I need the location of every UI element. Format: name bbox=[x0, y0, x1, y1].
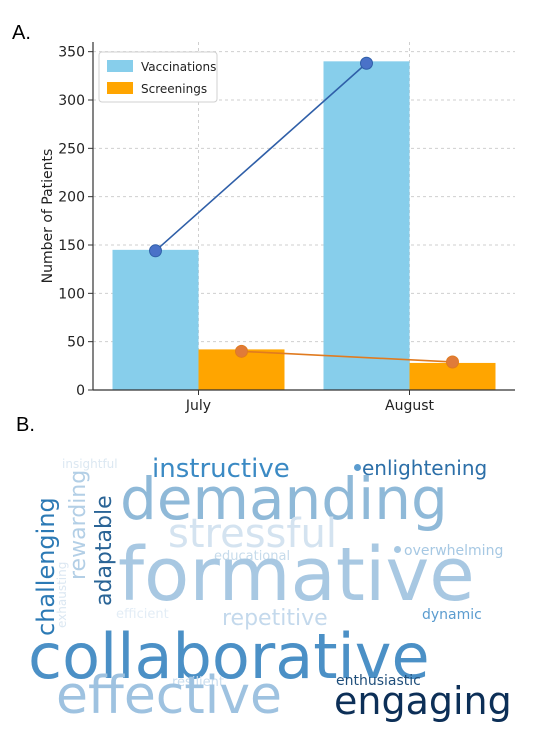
word-enlightening: enlightening bbox=[362, 456, 488, 480]
word-dynamic: dynamic bbox=[422, 607, 482, 623]
legend: Vaccinations Screenings bbox=[98, 51, 218, 103]
x-tick-label: August bbox=[385, 398, 435, 414]
trend-line-vaccinations bbox=[154, 62, 368, 252]
marker-screenings-july bbox=[235, 344, 248, 358]
word-cloud-dot bbox=[394, 546, 401, 553]
word-educational: educational bbox=[214, 549, 291, 564]
word-exhausting: exhausting bbox=[55, 561, 69, 628]
word-resilient: resilient bbox=[172, 675, 224, 690]
trend-line-screenings bbox=[241, 350, 453, 363]
word-insightful: insightful bbox=[62, 457, 118, 471]
bars bbox=[112, 61, 496, 390]
y-tick-label: 150 bbox=[58, 238, 85, 254]
panel-a-label: A. bbox=[12, 22, 31, 44]
legend-label: Screenings bbox=[141, 82, 207, 96]
legend-swatch bbox=[107, 82, 133, 94]
legend-label: Vaccinations bbox=[141, 60, 216, 74]
word-stressful: stressful bbox=[168, 511, 337, 557]
marker-screenings-august bbox=[446, 355, 459, 369]
word-demanding: demanding bbox=[120, 465, 448, 533]
marker-vaccinations-august bbox=[360, 56, 373, 70]
word-overwhelming: overwhelming bbox=[404, 543, 504, 559]
word-engaging: engaging bbox=[334, 679, 512, 723]
x-tick-label: July bbox=[185, 398, 211, 414]
axes: 0 50 100 150 200 250 300 350 July August Number of… bbox=[40, 42, 515, 414]
y-tick-label: 300 bbox=[58, 93, 85, 109]
panel-b-label: B. bbox=[16, 414, 35, 436]
word-effective: effective bbox=[56, 666, 283, 726]
y-tick-label: 100 bbox=[58, 286, 85, 302]
bar-vaccinations-august bbox=[323, 61, 410, 390]
word-efficient: efficient bbox=[116, 607, 169, 622]
y-tick-label: 200 bbox=[58, 190, 85, 206]
y-tick-label: 350 bbox=[58, 45, 85, 61]
word-rewarding: rewarding bbox=[66, 469, 91, 580]
y-tick-label: 250 bbox=[58, 141, 85, 157]
word-adaptable: adaptable bbox=[92, 495, 117, 606]
y-tick-label: 50 bbox=[67, 335, 85, 351]
word-repetitive: repetitive bbox=[222, 606, 328, 631]
word-instructive: instructive bbox=[152, 454, 290, 484]
legend-swatch bbox=[107, 60, 133, 72]
y-axis-label: Number of Patients bbox=[40, 149, 56, 284]
word-cloud-dot bbox=[354, 464, 361, 471]
word-formative: formative bbox=[118, 532, 475, 618]
word-collaborative: collaborative bbox=[28, 620, 430, 693]
trend-lines bbox=[149, 56, 459, 369]
word-cloud: insightful instructive enlightening demandi… bbox=[0, 440, 550, 740]
word-enthusiastic: enthusiastic bbox=[336, 673, 421, 689]
bar-vaccinations-july bbox=[112, 249, 199, 390]
marker-vaccinations-july bbox=[149, 244, 162, 258]
y-tick-label: 0 bbox=[76, 383, 85, 399]
bar-chart: 0 50 100 150 200 250 300 350 July August Number of… bbox=[40, 42, 515, 414]
